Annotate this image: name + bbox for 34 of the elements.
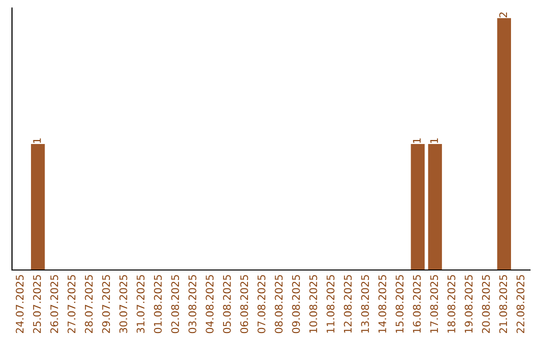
x-tick-label: 25.07.2025 [33, 275, 41, 334]
x-tick-label: 29.07.2025 [102, 275, 110, 334]
x-tick-label: 02.08.2025 [171, 275, 180, 334]
x-tick-label: 14.08.2025 [378, 275, 386, 333]
x-tick-label: 26.07.2025 [50, 275, 58, 334]
x-tick-label: 05.08.2025 [222, 275, 231, 334]
data-label: 1 [413, 138, 421, 143]
x-tick-label: 04.08.2025 [206, 275, 214, 334]
x-tick-label: 24.07.2025 [16, 275, 24, 334]
x-tick-label: 17.08.2025 [430, 275, 438, 333]
x-tick-label: 30.07.2025 [119, 275, 128, 334]
x-tick-label: 07.08.2025 [258, 275, 266, 334]
x-tick-label: 21.08.2025 [499, 275, 508, 334]
x-tick-label: 16.08.2025 [412, 275, 421, 333]
x-tick-label: 27.07.2025 [68, 275, 76, 334]
x-tick-label: 19.08.2025 [464, 275, 473, 333]
data-label: 2 [499, 12, 507, 18]
x-tick-label: 08.08.2025 [274, 275, 283, 334]
x-tick-label: 18.08.2025 [447, 275, 456, 333]
x-tick-label: 12.08.2025 [344, 275, 352, 333]
x-tick-label: 11.08.2025 [326, 275, 334, 333]
x-tick-label: 20.08.2025 [482, 275, 490, 334]
x-tick-label: 22.08.2025 [516, 275, 524, 334]
x-tick-label: 13.08.2025 [361, 275, 369, 333]
x-tick-label: 10.08.2025 [309, 275, 318, 333]
data-label: 1 [33, 138, 41, 143]
x-tick-label: 09.08.2025 [292, 275, 300, 334]
x-tick-label: 28.07.2025 [84, 275, 93, 334]
data-label: 1 [430, 138, 438, 143]
x-tick-label: 03.08.2025 [188, 275, 196, 334]
x-tick-label: 06.08.2025 [240, 275, 248, 334]
x-tick-label: 01.08.2025 [154, 275, 162, 334]
x-tick-label: 15.08.2025 [396, 275, 404, 333]
x-tick-label: 31.07.2025 [136, 275, 145, 334]
